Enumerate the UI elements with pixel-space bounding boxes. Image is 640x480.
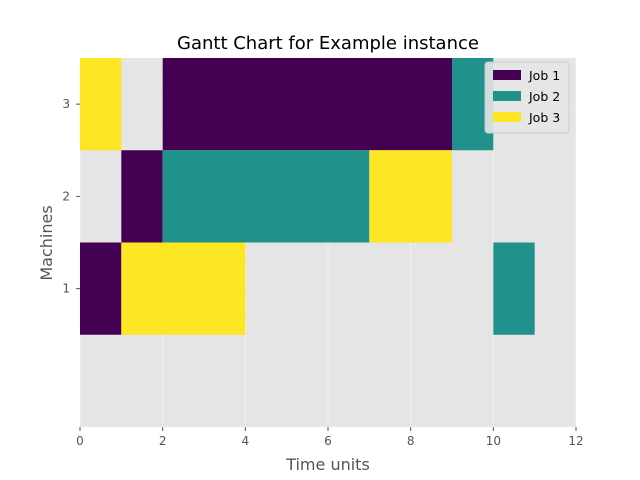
x-tick-label: 4 [242, 434, 250, 448]
legend-swatch [493, 70, 521, 80]
gantt-bar [369, 150, 452, 243]
chart-title: Gantt Chart for Example instance [177, 33, 479, 54]
gantt-bar [121, 150, 163, 243]
y-tick-label: 1 [62, 282, 70, 296]
x-tick-label: 8 [407, 434, 415, 448]
x-axis-ticks: 0 2 4 6 8 10 12 [76, 427, 584, 448]
x-tick-label: 10 [486, 434, 501, 448]
gantt-bar [162, 150, 370, 243]
legend: Job 1 Job 2 Job 3 [484, 61, 570, 134]
y-axis-ticks: 1 2 3 [62, 97, 80, 296]
x-tick-label: 0 [76, 434, 84, 448]
gantt-bar [80, 58, 122, 151]
y-tick-label: 3 [62, 97, 70, 111]
x-tick-label: 6 [324, 434, 332, 448]
y-tick-label: 2 [62, 189, 70, 203]
gantt-bar [162, 58, 452, 151]
legend-label: Job 1 [528, 68, 560, 83]
legend-label: Job 2 [528, 89, 560, 104]
gantt-bar [80, 242, 122, 335]
gantt-bar [493, 242, 535, 335]
x-tick-label: 2 [159, 434, 167, 448]
legend-label: Job 3 [528, 110, 560, 125]
x-tick-label: 12 [568, 434, 583, 448]
gantt-bar [121, 242, 246, 335]
x-axis-label: Time units [285, 455, 370, 474]
y-axis-label: Machines [37, 205, 56, 280]
legend-swatch [493, 112, 521, 122]
legend-swatch [493, 91, 521, 101]
